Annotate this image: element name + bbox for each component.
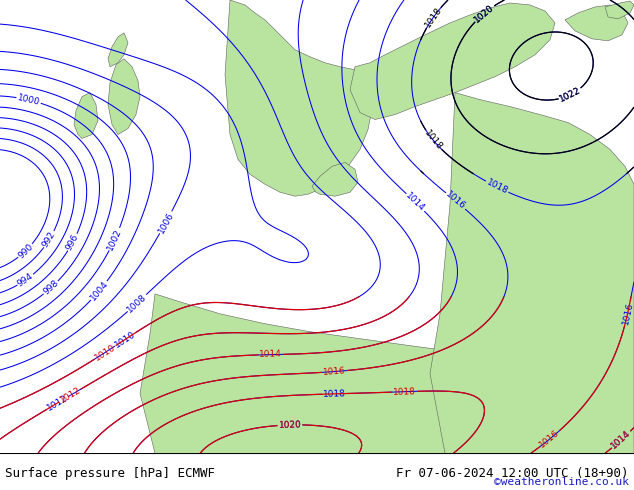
Text: 1004: 1004 [88, 279, 110, 302]
Text: 1016: 1016 [538, 428, 562, 450]
Polygon shape [605, 1, 634, 19]
Text: Fr 07-06-2024 12:00 UTC (18+90): Fr 07-06-2024 12:00 UTC (18+90) [396, 467, 629, 480]
Text: 1000: 1000 [16, 93, 41, 107]
Text: 996: 996 [65, 233, 81, 252]
Text: 1012: 1012 [45, 393, 70, 413]
Text: 1022: 1022 [558, 86, 583, 104]
Text: 1002: 1002 [106, 227, 124, 251]
Text: 992: 992 [41, 230, 58, 249]
Polygon shape [74, 93, 98, 139]
Text: 1018: 1018 [423, 5, 444, 29]
Polygon shape [140, 294, 634, 453]
Text: 1006: 1006 [157, 210, 175, 235]
Polygon shape [108, 33, 128, 67]
Text: 1010: 1010 [93, 343, 117, 363]
Text: 1020: 1020 [278, 420, 302, 430]
Text: 994: 994 [16, 271, 35, 289]
Polygon shape [225, 0, 372, 196]
Text: 1018: 1018 [485, 178, 509, 196]
Text: 1008: 1008 [126, 292, 148, 314]
Polygon shape [312, 162, 358, 196]
Text: 1010: 1010 [113, 329, 138, 349]
Text: 1020: 1020 [278, 420, 302, 430]
Text: 1020: 1020 [472, 2, 496, 24]
Text: Surface pressure [hPa] ECMWF: Surface pressure [hPa] ECMWF [5, 467, 215, 480]
Polygon shape [108, 59, 140, 134]
Text: 1020: 1020 [472, 2, 496, 24]
Text: 1012: 1012 [58, 386, 82, 405]
Text: 1014: 1014 [404, 191, 427, 214]
Text: 1016: 1016 [323, 366, 346, 377]
Text: 1018: 1018 [393, 387, 417, 396]
Text: ©weatheronline.co.uk: ©weatheronline.co.uk [494, 477, 629, 487]
Text: 998: 998 [42, 278, 60, 297]
Polygon shape [350, 3, 555, 120]
Text: 1016: 1016 [621, 301, 634, 325]
Text: 1014: 1014 [610, 429, 633, 451]
Text: 1022: 1022 [558, 86, 583, 104]
Polygon shape [430, 93, 634, 453]
Text: 990: 990 [16, 242, 35, 260]
Text: 1016: 1016 [444, 190, 467, 212]
Polygon shape [565, 5, 628, 41]
Text: 1014: 1014 [610, 429, 633, 451]
Text: 1018: 1018 [323, 389, 346, 399]
Text: 1014: 1014 [259, 350, 282, 360]
Text: 1018: 1018 [422, 128, 444, 152]
